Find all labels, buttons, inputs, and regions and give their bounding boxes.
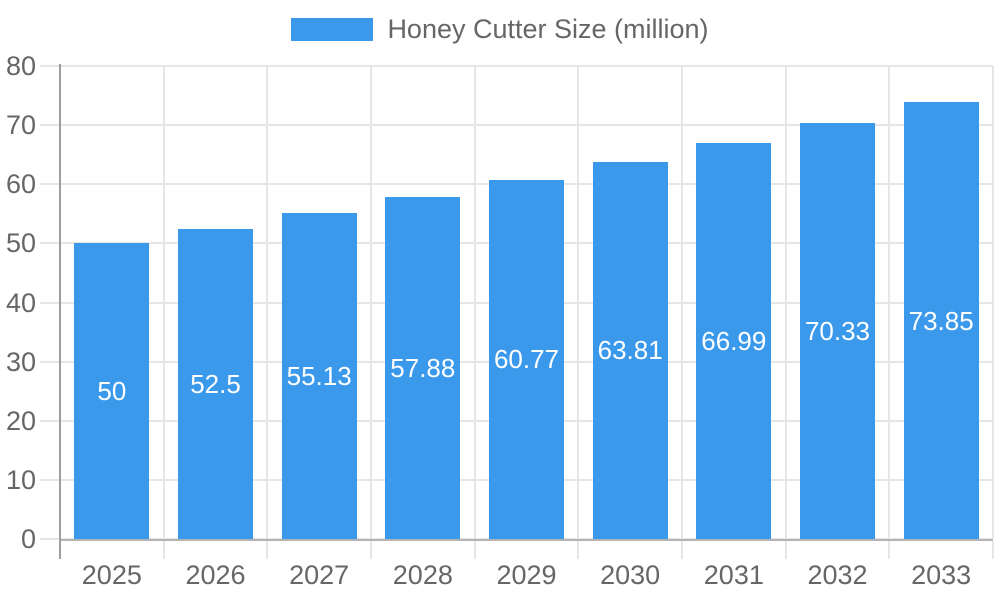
bar-2031 [696,142,772,539]
x-axis-tick-label: 2030 [600,560,661,590]
bar-value-label: 50 [97,376,127,407]
y-axis-tick-label: 50 [5,228,36,259]
x-gridline [577,66,580,539]
legend-label: Honey Cutter Size (million) [387,14,709,44]
y-axis-tick-label: 60 [5,169,36,200]
x-gridline [992,66,994,539]
y-axis-line [59,64,61,559]
bar-2032 [800,123,875,539]
x-axis-tick-label: 2027 [289,560,350,590]
bar-2030 [592,161,668,539]
bar-value-label: 55.13 [286,361,352,392]
y-axis-tick-label: 10 [5,464,36,495]
y-axis-tick-label: 20 [5,405,36,436]
bar-2027 [281,213,357,539]
y-axis-tick-label: 40 [5,287,36,318]
x-axis-tick-label: 2031 [703,560,764,590]
x-axis-tick [266,541,269,559]
bar-2028 [385,196,461,539]
x-axis-tick [370,541,372,559]
x-gridline [888,66,891,539]
x-axis-tick-label: 2032 [807,560,868,590]
y-axis-tick-label: 0 [20,524,36,554]
y-gridline [40,65,993,67]
x-gridline [784,66,787,539]
bar-value-label: 52.5 [190,368,241,399]
x-gridline [162,66,165,539]
bar-2029 [489,179,564,539]
x-axis-tick [992,541,994,559]
bar-2025 [74,243,150,539]
x-axis-tick [681,541,683,559]
y-axis-tick-label: 30 [5,346,36,377]
x-gridline [266,66,269,539]
x-gridline [370,66,372,539]
bar-value-label: 73.85 [908,305,974,336]
x-axis-tick [162,541,165,559]
x-gridline [681,66,683,539]
x-axis-tick [888,541,891,559]
x-axis-tick-label: 2026 [185,560,246,590]
bar-2026 [178,228,253,539]
x-axis-tick [473,541,476,559]
x-axis-tick [577,541,580,559]
y-gridline [40,124,993,127]
x-gridline [473,66,476,539]
x-axis-tick-label: 2028 [392,560,453,590]
legend[interactable]: Honey Cutter Size (million) [0,14,1000,45]
bar-value-label: 70.33 [804,316,871,347]
y-axis-tick-label: 70 [5,110,36,141]
x-axis-line [59,539,993,541]
bar-value-label: 60.77 [493,344,560,375]
x-axis-tick-label: 2025 [81,560,142,590]
bar-value-label: 57.88 [390,352,456,383]
x-axis-tick-label: 2033 [911,560,972,590]
bar-value-label: 63.81 [597,335,663,366]
y-axis-tick-label: 80 [5,51,36,81]
bar-2033 [903,102,979,539]
x-axis-tick-label: 2029 [496,560,557,590]
bar-value-label: 66.99 [701,325,767,356]
x-axis-tick [784,541,787,559]
legend-swatch-icon [291,18,374,41]
